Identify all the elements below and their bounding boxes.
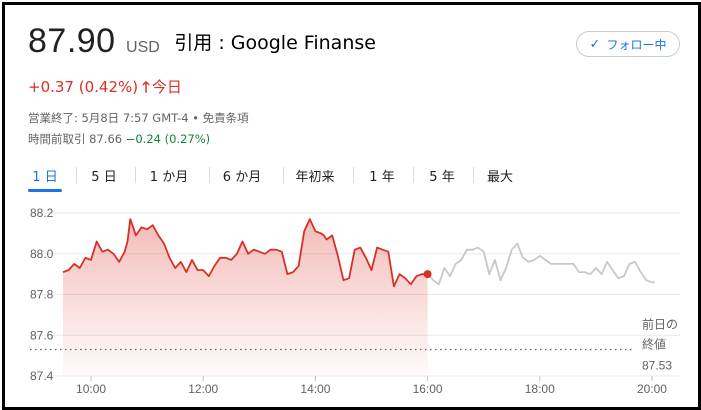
change-period: 今日 xyxy=(151,78,182,96)
price-line xyxy=(62,218,428,288)
tab-ytd[interactable]: 年初来 xyxy=(295,169,335,185)
tab-divider xyxy=(413,167,414,183)
tab-divider xyxy=(353,167,354,183)
currency-label: USD xyxy=(126,39,160,56)
y-tick-label: 87.8 xyxy=(30,288,54,302)
tab-1y[interactable]: 1 年 xyxy=(369,169,395,185)
status-text: 営業終了: 5月8日 7:57 GMT-4 • 免責条項 xyxy=(28,111,249,125)
quote-header: 87.90 USD 引用 : Google Finanse xyxy=(28,22,376,61)
follow-button-label: フォロー中 xyxy=(606,37,667,52)
current-price: 87.90 xyxy=(28,22,116,60)
tab-divider xyxy=(283,167,284,183)
tab-1d[interactable]: 1 日 xyxy=(28,162,62,192)
y-tick-label: 87.6 xyxy=(30,328,54,342)
tab-1m[interactable]: 1 か月 xyxy=(149,169,189,185)
y-tick-label: 88.2 xyxy=(30,206,54,220)
x-tick-label: 14:00 xyxy=(300,382,330,396)
tab-max[interactable]: 最大 xyxy=(486,169,513,185)
source-note: 引用 : Google Finanse xyxy=(174,32,376,54)
tab-divider xyxy=(135,167,136,183)
previous-close-value: 87.53 xyxy=(642,359,672,373)
premarket-label: 時間前取引 87.66 xyxy=(28,132,123,146)
x-tick-label: 12:00 xyxy=(188,382,218,396)
premarket-info: 時間前取引 87.66 −0.24 (0.27%) xyxy=(28,131,210,147)
tab-divider xyxy=(76,167,77,183)
previous-close-label: 前日の xyxy=(642,317,678,332)
price-change: +0.37 (0.42%) 🡑 今日 xyxy=(28,76,182,102)
tab-divider xyxy=(473,167,474,183)
follow-button[interactable]: ✓ フォロー中 xyxy=(576,31,680,57)
x-tick-label: 18:00 xyxy=(525,382,555,396)
arrow-up-icon: 🡑 xyxy=(142,78,150,96)
x-tick-label: 10:00 xyxy=(76,382,106,396)
price-area xyxy=(63,219,428,376)
check-icon: ✓ xyxy=(589,36,601,52)
tab-5y[interactable]: 5 年 xyxy=(429,169,455,185)
after-hours-line xyxy=(426,242,655,286)
y-tick-label: 88.0 xyxy=(30,247,54,261)
tab-divider xyxy=(209,167,210,183)
market-status: 営業終了: 5月8日 7:57 GMT-4 • 免責条項 xyxy=(28,110,249,126)
change-value: +0.37 (0.42%) xyxy=(28,78,139,96)
x-tick-label: 20:00 xyxy=(637,382,667,396)
latest-price-dot xyxy=(423,270,432,279)
tab-6m[interactable]: 6 か月 xyxy=(222,169,262,185)
premarket-change: −0.24 (0.27%) xyxy=(125,132,211,146)
y-tick-label: 87.4 xyxy=(30,369,54,383)
previous-close-label: 終値 xyxy=(642,337,666,352)
x-tick-label: 16:00 xyxy=(413,382,443,396)
tab-5d[interactable]: 5 日 xyxy=(91,169,117,185)
